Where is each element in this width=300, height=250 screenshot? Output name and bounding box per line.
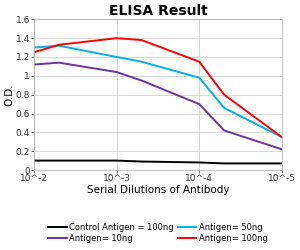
Antigen= 10ng: [57, 61, 61, 64]
Antigen= 10ng: [280, 148, 284, 151]
Antigen= 10ng: [197, 102, 201, 106]
Antigen= 50ng: [140, 60, 143, 63]
X-axis label: Serial Dilutions of Antibody: Serial Dilutions of Antibody: [87, 184, 229, 194]
Antigen= 50ng: [32, 46, 36, 49]
Antigen= 100ng: [280, 136, 284, 138]
Antigen= 100ng: [222, 93, 226, 96]
Antigen= 100ng: [57, 43, 61, 46]
Antigen= 10ng: [32, 63, 36, 66]
Legend: Control Antigen = 100ng, Antigen= 10ng, Antigen= 50ng, Antigen= 100ng: Control Antigen = 100ng, Antigen= 10ng, …: [45, 219, 271, 246]
Antigen= 10ng: [222, 129, 226, 132]
Control Antigen = 100ng: [32, 159, 36, 162]
Antigen= 10ng: [115, 70, 119, 74]
Control Antigen = 100ng: [57, 159, 61, 162]
Line: Control Antigen = 100ng: Control Antigen = 100ng: [34, 160, 282, 164]
Line: Antigen= 10ng: Antigen= 10ng: [34, 63, 282, 149]
Control Antigen = 100ng: [140, 160, 143, 163]
Control Antigen = 100ng: [115, 159, 119, 162]
Antigen= 100ng: [197, 60, 201, 63]
Line: Antigen= 100ng: Antigen= 100ng: [34, 38, 282, 137]
Control Antigen = 100ng: [280, 162, 284, 165]
Antigen= 100ng: [115, 37, 119, 40]
Y-axis label: O.D.: O.D.: [4, 83, 14, 106]
Title: ELISA Result: ELISA Result: [109, 4, 207, 18]
Antigen= 50ng: [222, 106, 226, 109]
Antigen= 100ng: [140, 38, 143, 42]
Antigen= 10ng: [140, 79, 143, 82]
Control Antigen = 100ng: [197, 161, 201, 164]
Control Antigen = 100ng: [222, 162, 226, 165]
Antigen= 100ng: [32, 51, 36, 54]
Line: Antigen= 50ng: Antigen= 50ng: [34, 46, 282, 137]
Antigen= 50ng: [280, 136, 284, 138]
Antigen= 50ng: [115, 56, 119, 58]
Antigen= 50ng: [197, 76, 201, 79]
Antigen= 50ng: [57, 44, 61, 47]
